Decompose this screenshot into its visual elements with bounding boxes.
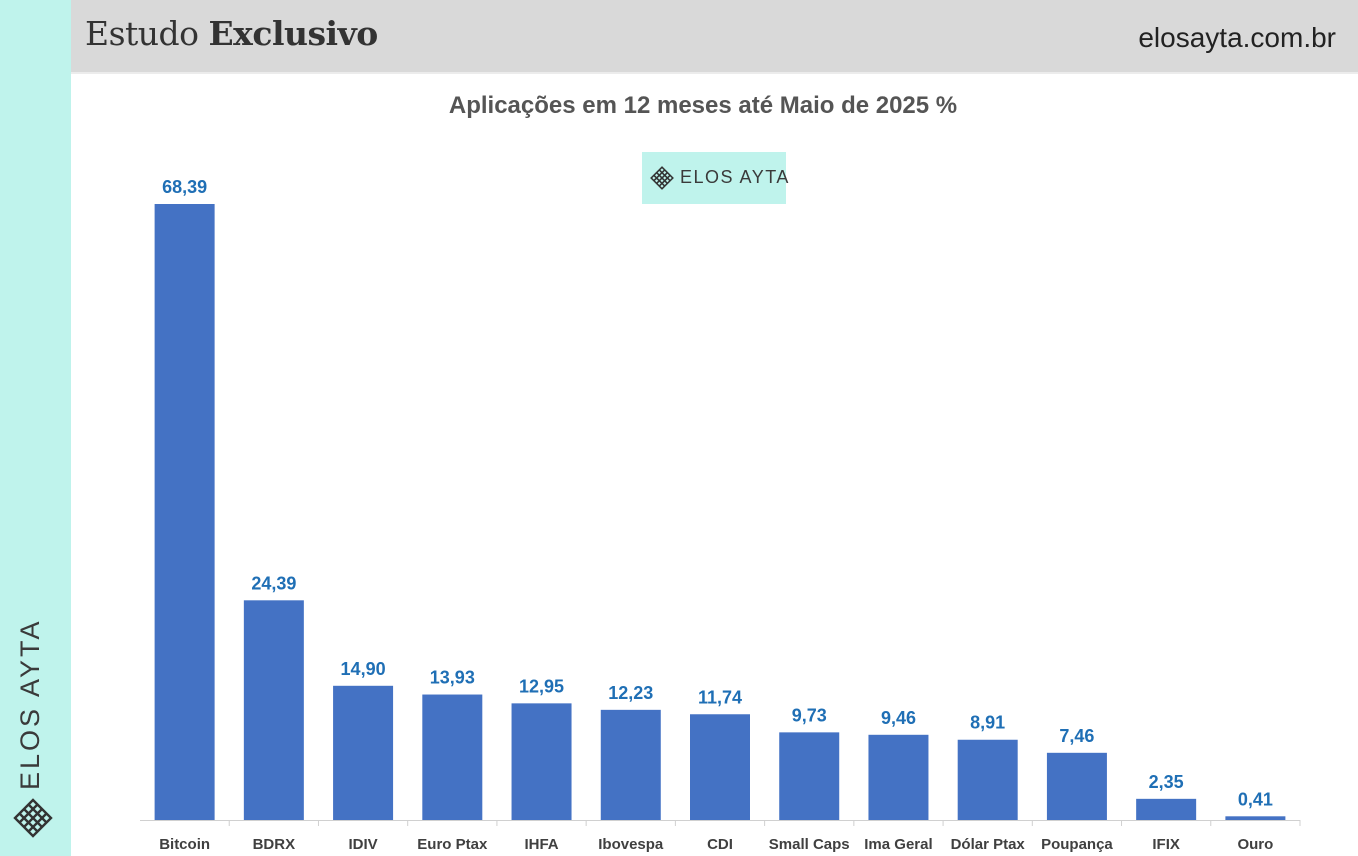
category-label: Ima Geral [864,836,932,853]
data-label: 8,91 [970,713,1005,733]
category-label: IDIV [348,836,377,853]
category-label: Dólar Ptax [951,836,1026,853]
chart-title: Aplicações em 12 meses até Maio de 2025 … [448,92,958,119]
title-regular: Estudo [85,14,199,53]
diamond-grid-logo-icon [650,166,674,190]
category-label: BDRX [253,836,296,853]
data-label: 14,90 [341,659,386,679]
bar-ibovespa [600,709,661,820]
data-label: 0,41 [1238,789,1273,809]
bar-bdrx [243,600,304,820]
site-url: elosayta.com.br [1138,22,1336,53]
bar-idiv [333,685,394,820]
category-label: IFIX [1152,836,1180,853]
bar-ouro [1225,816,1286,820]
bar-euro-ptax [422,694,483,820]
badge-brand-name: ELOS AYTA [680,167,790,187]
data-label: 9,73 [792,705,827,725]
data-label: 68,39 [162,177,207,197]
page-title: Estudo Exclusivo [85,14,378,53]
page-header: Estudo Exclusivo elosayta.com.br [71,0,1358,74]
data-label: 9,46 [881,708,916,728]
data-label: 13,93 [430,668,475,688]
bar-bitcoin [154,204,215,820]
diamond-grid-logo-icon [13,798,53,838]
category-label: Ouro [1237,836,1273,853]
data-label: 12,95 [519,676,564,696]
data-label: 24,39 [251,573,296,593]
data-label: 7,46 [1059,726,1094,746]
category-label: Ibovespa [598,836,664,853]
brand-badge: ELOS AYTA [642,152,788,204]
bar-ifix [1136,798,1197,820]
brand-sidebar: ELOS AYTA [0,0,71,856]
bar-ima-geral [868,734,929,820]
title-bold: Exclusivo [208,14,379,53]
category-label: IHFA [524,836,558,853]
category-label: Bitcoin [159,836,210,853]
data-label: 12,23 [608,683,653,703]
bar-small-caps [779,732,840,820]
category-label: CDI [707,836,733,853]
bar-cdi [690,714,750,820]
bar-ihfa [511,703,572,820]
bar-dólar-ptax [957,739,1018,820]
bar-poupança [1046,752,1107,820]
data-label: 2,35 [1149,772,1184,792]
category-label: Euro Ptax [417,836,488,853]
sidebar-brand: ELOS AYTA [13,618,53,850]
category-label: Poupança [1041,836,1113,853]
data-label: 11,74 [698,687,742,707]
category-label: Small Caps [769,836,850,853]
